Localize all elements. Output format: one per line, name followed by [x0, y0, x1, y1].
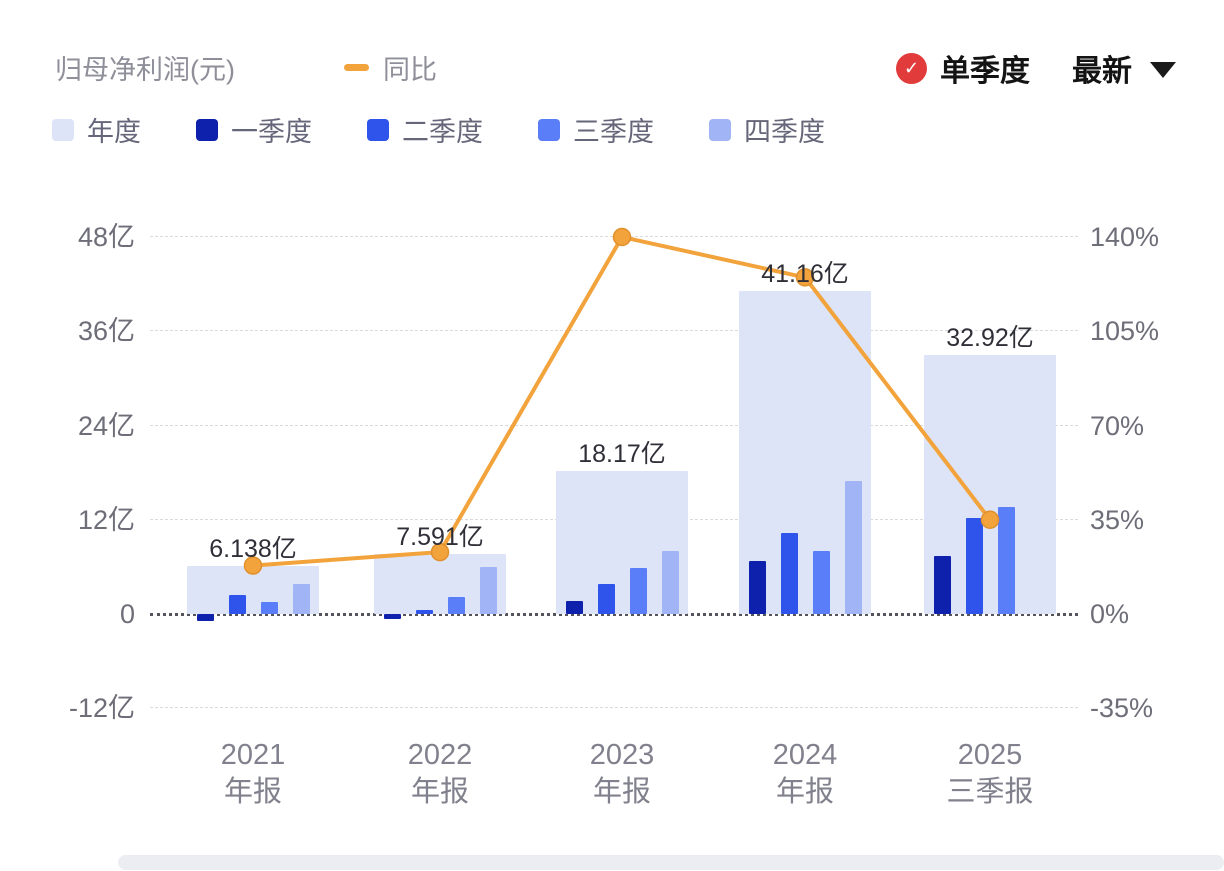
bar-q4[interactable] [844, 481, 862, 614]
bar-q3[interactable] [447, 596, 465, 614]
yoy-line-swatch [344, 64, 369, 71]
gridline [150, 707, 1078, 709]
bar-q1[interactable] [196, 614, 214, 622]
legend-swatch-annual [52, 118, 74, 141]
legend-swatch-q2 [367, 118, 389, 141]
annual-value-label: 6.138亿 [209, 534, 297, 563]
bar-q1[interactable] [383, 614, 401, 620]
y-axis-tick-left: 48亿 [77, 222, 135, 252]
bar-q2[interactable] [597, 584, 615, 614]
legend-swatch-q4 [709, 118, 731, 141]
x-axis-label-line: 年报 [223, 776, 283, 808]
bar-q1[interactable] [933, 555, 951, 614]
chart-title: 归母净利润(元) [55, 55, 235, 85]
annual-value-label: 32.92亿 [946, 324, 1034, 353]
caret-down-icon [1150, 62, 1176, 78]
x-axis-label-line: 年报 [410, 776, 470, 808]
zero-gridline [150, 613, 1078, 616]
horizontal-scrollbar[interactable] [118, 855, 1224, 870]
legend-item-annual[interactable]: 年度 [52, 110, 141, 149]
bar-q3[interactable] [260, 602, 278, 614]
legend-item-q3[interactable]: 三季度 [538, 110, 654, 149]
yoy-legend-item[interactable]: 同比 [344, 48, 437, 87]
y-axis-tick-right: 35% [1090, 504, 1145, 535]
x-axis-label-line: 年报 [592, 776, 652, 808]
series-legend: 年度 一季度 二季度 三季度 四季度 [52, 110, 825, 149]
y-axis-tick-right: 105% [1090, 316, 1160, 347]
bar-q2[interactable] [228, 595, 246, 614]
y-axis-tick-left: 36亿 [77, 316, 135, 347]
legend-label: 一季度 [231, 117, 312, 147]
x-axis-label: 2024 年报 [773, 737, 838, 811]
x-axis-label-line: 2025 [957, 739, 1023, 771]
legend-swatch-q3 [538, 118, 560, 141]
quarter-mode-label: 单季度 [940, 55, 1030, 88]
gridline [150, 330, 1078, 332]
bar-q1[interactable] [748, 561, 766, 614]
yoy-point[interactable] [612, 227, 632, 247]
y-axis-tick-right: 70% [1090, 410, 1145, 441]
yoy-legend-label: 同比 [383, 55, 437, 85]
x-axis-label-line: 2021 [220, 739, 286, 771]
x-axis-label: 2025 三季报 [946, 737, 1033, 811]
x-axis-label: 2021 年报 [221, 737, 286, 811]
bar-q4[interactable] [292, 584, 310, 614]
y-axis-tick-left: 0 [119, 599, 135, 629]
legend-swatch-q1 [196, 118, 218, 141]
x-axis-label: 2023 年报 [590, 737, 655, 811]
legend-label: 三季度 [573, 117, 654, 147]
bar-q2[interactable] [780, 533, 798, 614]
y-axis-tick-left: -12亿 [68, 693, 135, 724]
y-axis-tick-right: -35% [1090, 693, 1154, 724]
quarter-mode-toggle[interactable]: ✓ 单季度 [896, 46, 1030, 90]
latest-label: 最新 [1072, 55, 1132, 88]
x-axis-label-line: 年报 [775, 776, 835, 808]
legend-label: 二季度 [402, 117, 483, 147]
x-axis-label-line: 2023 [589, 739, 655, 771]
annual-value-label: 7.591亿 [396, 523, 484, 552]
bar-q1[interactable] [565, 600, 583, 614]
x-axis-label-line: 三季报 [946, 776, 1034, 808]
x-axis-label-line: 2022 [407, 739, 473, 771]
x-axis-label: 2022 年报 [408, 737, 473, 811]
legend-item-q4[interactable]: 四季度 [709, 110, 825, 149]
annual-value-label: 41.16亿 [761, 259, 849, 288]
annual-value-label: 18.17亿 [578, 440, 666, 469]
check-icon: ✓ [896, 52, 927, 84]
gridline [150, 236, 1078, 237]
latest-dropdown[interactable]: 最新 [1072, 46, 1176, 90]
x-axis-label-line: 2024 [772, 739, 838, 771]
bar-q2[interactable] [965, 518, 983, 614]
y-axis-tick-left: 12亿 [77, 504, 135, 535]
y-axis-tick-right: 140% [1090, 222, 1160, 252]
bar-q3[interactable] [812, 551, 830, 614]
bar-q4[interactable] [479, 566, 497, 614]
header-controls: ✓ 单季度 最新 [896, 46, 1176, 90]
bar-q3[interactable] [997, 507, 1015, 614]
bar-q2[interactable] [415, 610, 433, 614]
legend-label: 年度 [87, 117, 141, 147]
legend-label: 四季度 [744, 117, 825, 147]
legend-item-q1[interactable]: 一季度 [196, 110, 312, 149]
y-axis-tick-left: 24亿 [77, 410, 135, 441]
legend-item-q2[interactable]: 二季度 [367, 110, 483, 149]
bar-q3[interactable] [629, 567, 647, 614]
y-axis-tick-right: 0% [1090, 599, 1130, 629]
bar-q4[interactable] [661, 551, 679, 614]
